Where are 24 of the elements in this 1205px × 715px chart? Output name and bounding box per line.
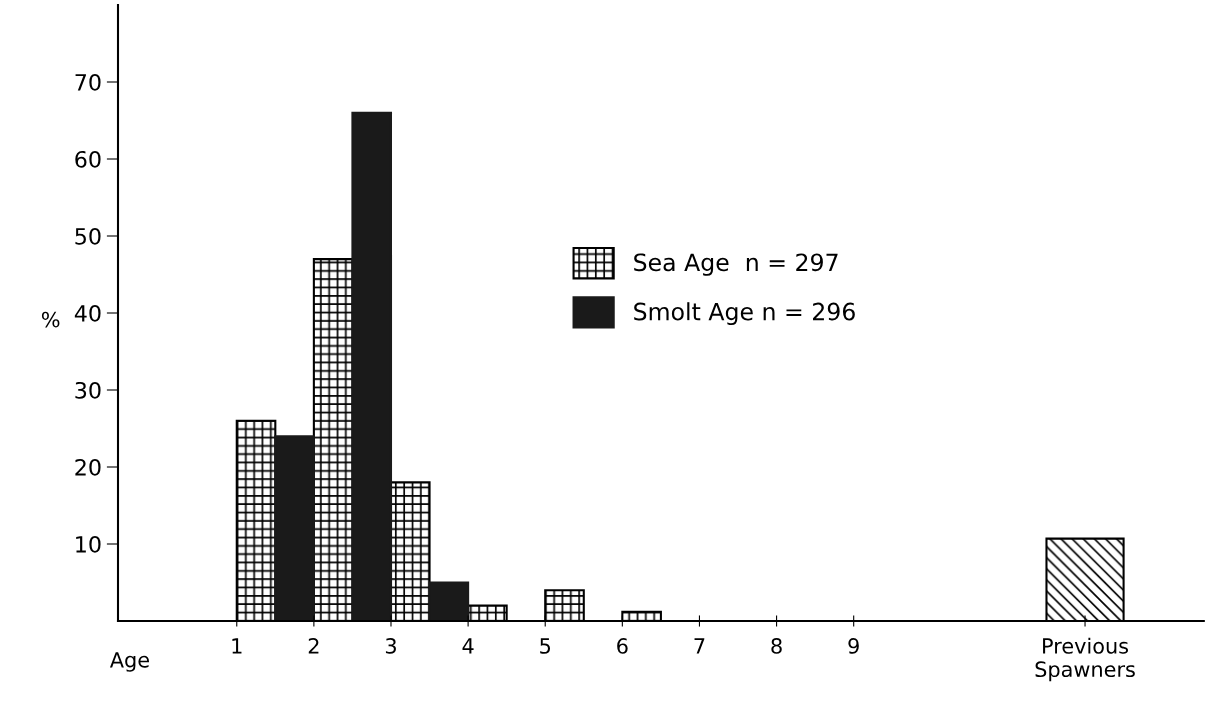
x-tick-label: 7 — [694, 638, 705, 654]
legend-label: Smolt Age n = 296 — [634, 302, 855, 326]
x-tick-label: 4 — [462, 638, 474, 654]
x-tick-label: 3 — [385, 638, 396, 654]
x-tick-label: 8 — [771, 638, 782, 654]
x-tick-label: 6 — [617, 638, 628, 654]
y-tick-label: 10 — [76, 535, 101, 553]
y-tick-label: 40 — [74, 304, 101, 322]
x-tick-label: 9 — [848, 638, 859, 654]
bar — [274, 435, 315, 621]
bar — [428, 581, 470, 621]
y-tick-label: 30 — [75, 381, 101, 399]
x-tick-label: 5 — [540, 638, 551, 654]
bar — [351, 111, 393, 621]
legend-label: Sea Age n = 297 — [634, 253, 838, 276]
y-tick-label: 70 — [75, 73, 101, 91]
y-tick-label: 60 — [75, 150, 101, 168]
y-tick-label: 50 — [75, 227, 101, 245]
x-tick-label: 1 — [232, 638, 242, 654]
y-axis-title: % — [41, 311, 60, 328]
x-tick-label: Previous Spawners — [1035, 637, 1135, 682]
y-tick-label: 20 — [75, 458, 101, 476]
x-axis-title: Age — [109, 652, 149, 672]
x-tick-label: 2 — [308, 638, 319, 654]
